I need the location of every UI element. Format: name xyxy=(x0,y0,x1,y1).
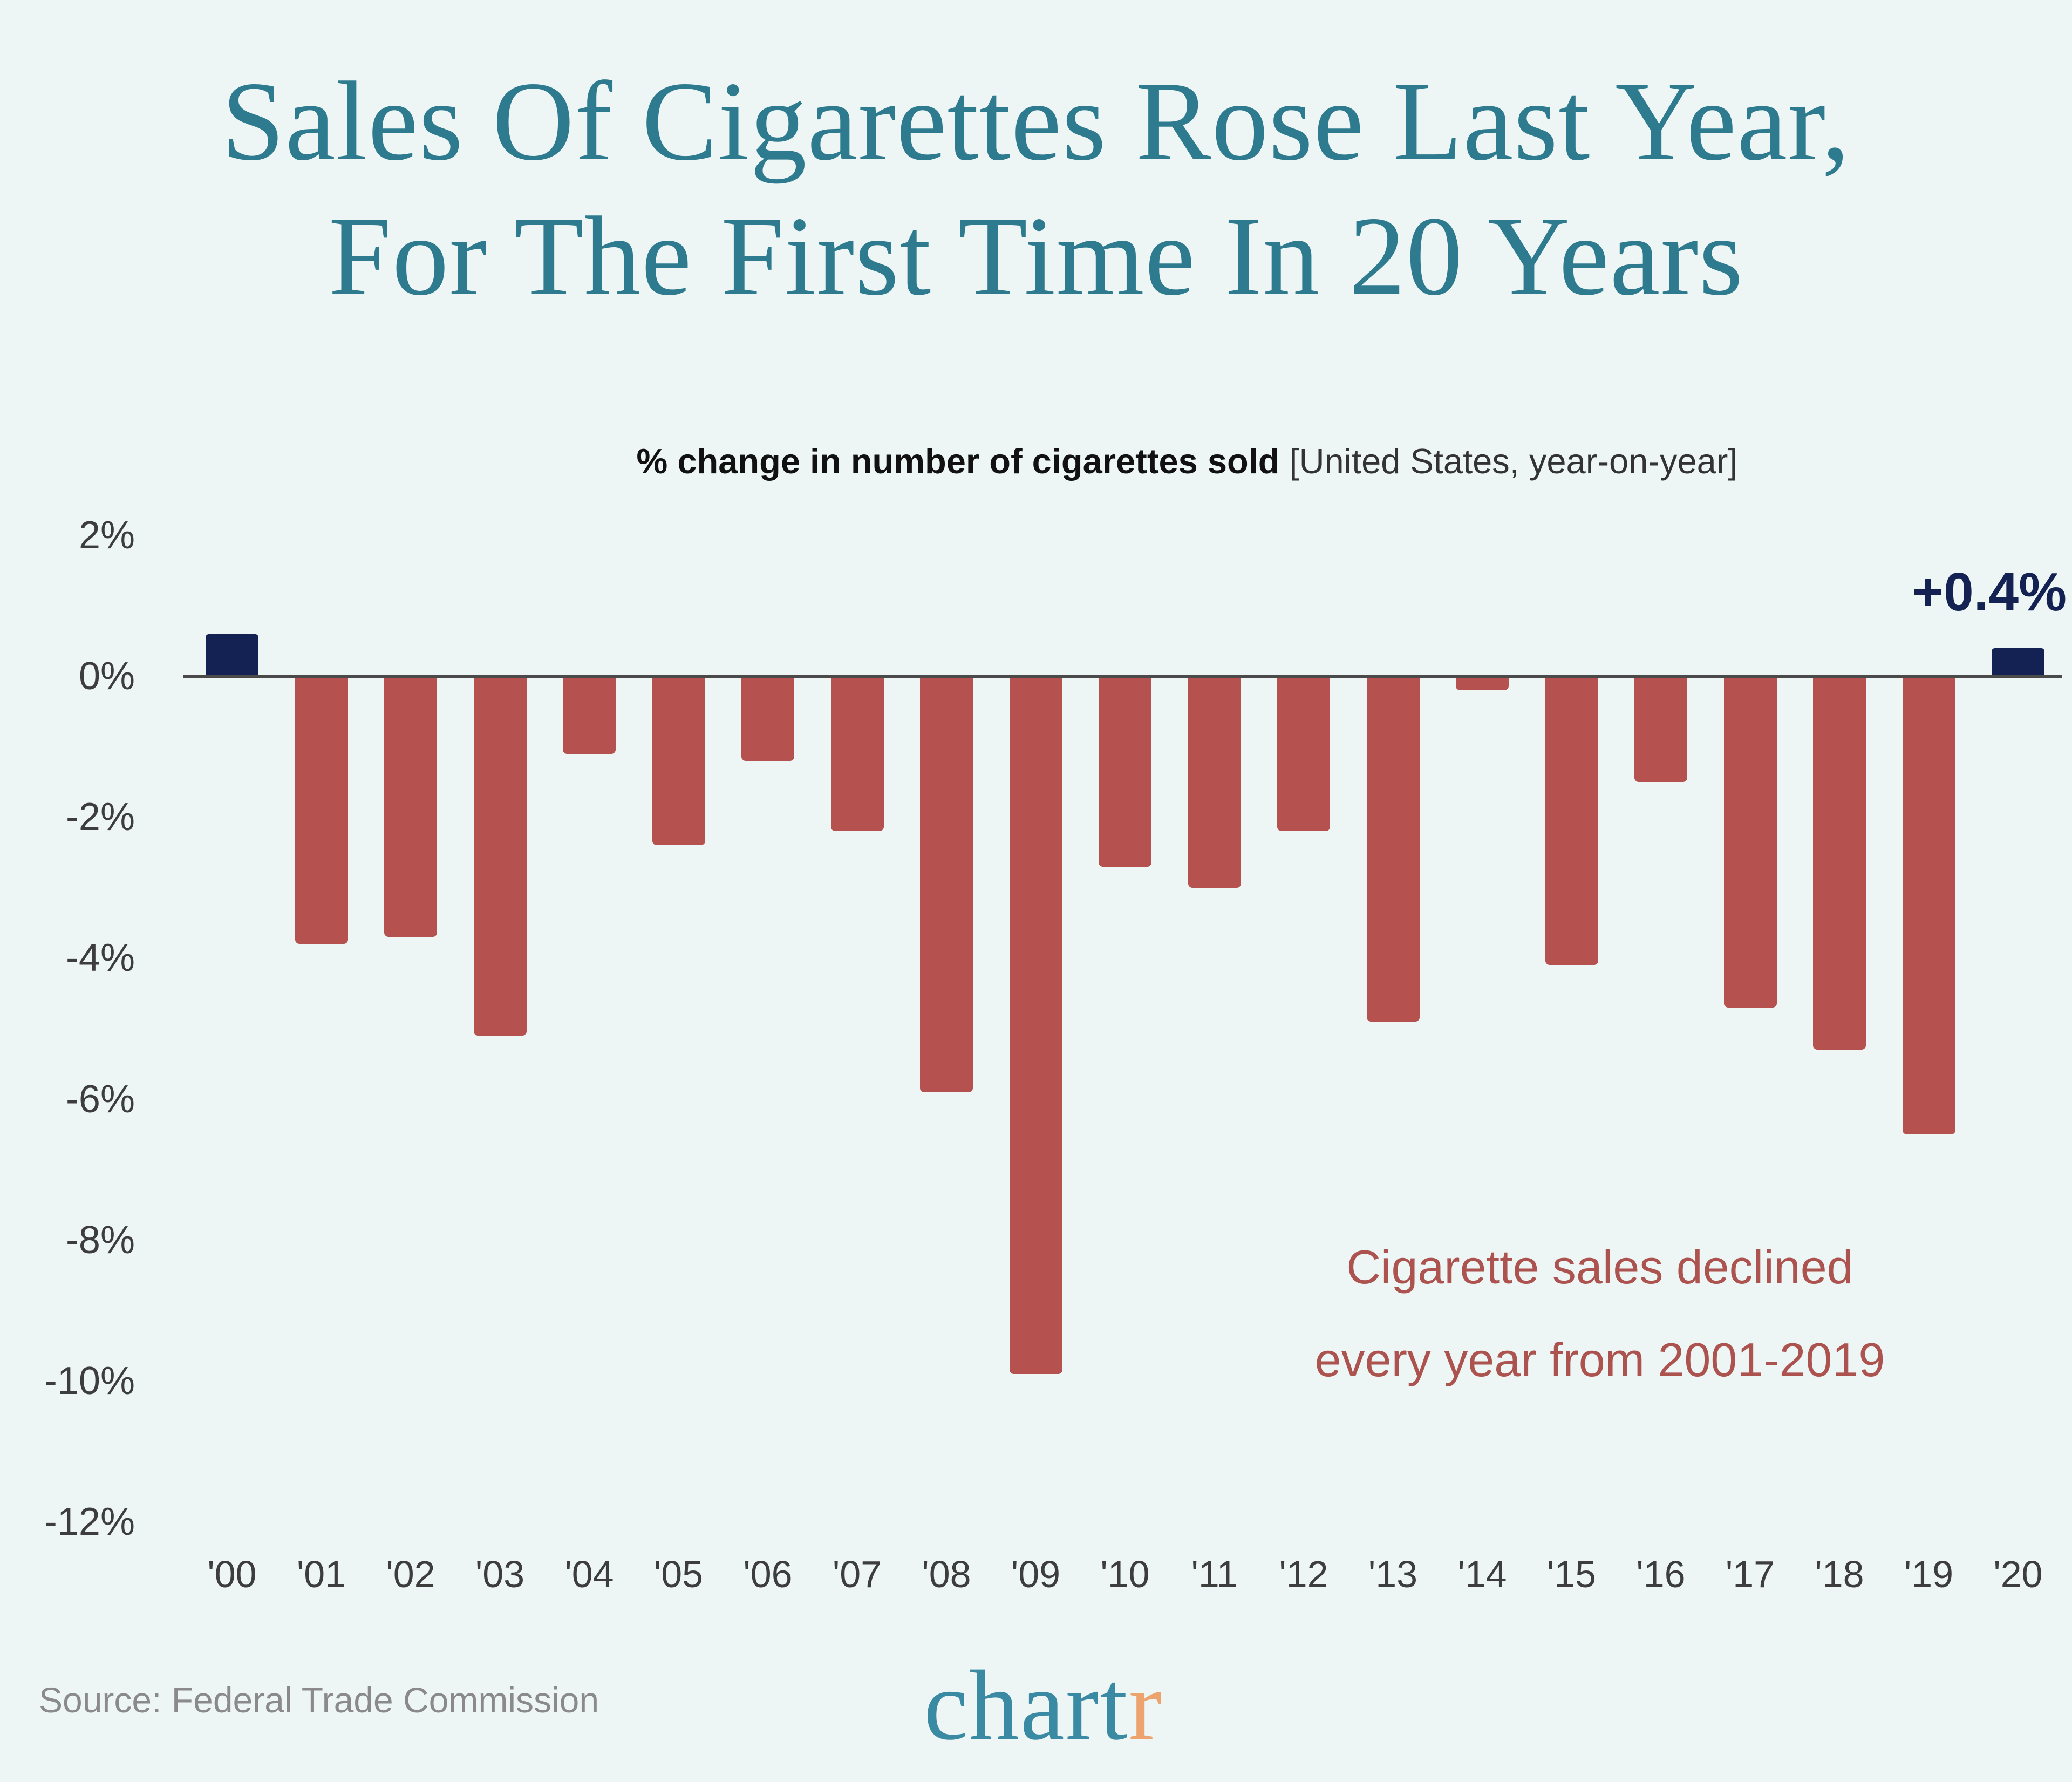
bar-13 xyxy=(1366,676,1420,1022)
bar-00 xyxy=(206,634,258,676)
bar-02 xyxy=(384,676,437,937)
y-tick-label: -2% xyxy=(65,795,135,839)
chart-subtitle: % change in number of cigarettes sold [U… xyxy=(302,436,2072,487)
y-tick-label: -12% xyxy=(44,1500,135,1544)
x-tick-label: '19 xyxy=(1904,1553,1954,1595)
bar-03 xyxy=(473,676,527,1036)
bar-16 xyxy=(1634,676,1687,782)
bar-14 xyxy=(1456,676,1509,691)
bar-09 xyxy=(1009,676,1062,1374)
headline-line-1: Sales Of Cigarettes Rose Last Year, xyxy=(221,59,1851,184)
bar-06 xyxy=(741,676,794,761)
x-tick-label: '02 xyxy=(386,1553,435,1595)
chart-annotation: Cigarette sales declined every year from… xyxy=(1315,1221,1885,1406)
bar-19 xyxy=(1902,676,1955,1134)
headline-line-2: For The First Time In 20 Years xyxy=(328,194,1744,319)
x-tick-label: '20 xyxy=(1993,1553,2043,1595)
chart-headline: Sales Of Cigarettes Rose Last Year, For … xyxy=(0,54,2072,324)
bar-17 xyxy=(1723,676,1777,1008)
bar-05 xyxy=(652,676,705,846)
x-tick-label: '13 xyxy=(1368,1553,1418,1595)
annotation-line-1: Cigarette sales declined xyxy=(1346,1240,1853,1294)
bar-07 xyxy=(830,676,884,832)
x-tick-label: '03 xyxy=(475,1553,525,1595)
x-tick-label: '00 xyxy=(207,1553,257,1595)
bar-15 xyxy=(1545,676,1598,965)
y-tick-label: -10% xyxy=(44,1359,135,1403)
subtitle-main: % change in number of cigarettes sold xyxy=(636,441,1280,481)
x-tick-label: '16 xyxy=(1636,1553,1686,1595)
bar-10 xyxy=(1099,676,1151,867)
last-bar-value-label: +0.4% xyxy=(1912,562,2067,622)
chartr-logo-accent: r xyxy=(1128,1650,1163,1761)
chartr-logo-main: chart xyxy=(924,1650,1129,1761)
x-tick-label: '06 xyxy=(743,1553,793,1595)
y-tick-label: -4% xyxy=(65,936,135,980)
y-tick-label: -8% xyxy=(65,1218,135,1262)
x-tick-label: '09 xyxy=(1011,1553,1061,1595)
chartr-logo: chartr xyxy=(924,1649,1163,1763)
x-tick-label: '10 xyxy=(1100,1553,1150,1595)
x-tick-label: '12 xyxy=(1279,1553,1328,1595)
bar-08 xyxy=(920,676,973,1092)
x-tick-label: '01 xyxy=(296,1553,346,1595)
bar-11 xyxy=(1188,676,1241,888)
annotation-line-2: every year from 2001-2019 xyxy=(1314,1333,1885,1386)
y-tick-label: 2% xyxy=(78,513,135,557)
x-tick-label: '15 xyxy=(1546,1553,1597,1595)
y-tick-label: -6% xyxy=(65,1077,135,1121)
x-tick-label: '14 xyxy=(1457,1553,1507,1595)
bar-18 xyxy=(1813,676,1866,1050)
subtitle-qualifier: [United States, year-on-year] xyxy=(1279,441,1738,481)
x-tick-label: '08 xyxy=(922,1553,971,1595)
x-tick-label: '07 xyxy=(832,1553,882,1595)
bar-20 xyxy=(1992,648,2044,676)
x-tick-label: '05 xyxy=(653,1553,704,1595)
source-credit: Source: Federal Trade Commission xyxy=(39,1680,599,1720)
x-tick-label: '18 xyxy=(1815,1553,1864,1595)
x-tick-label: '04 xyxy=(564,1553,614,1595)
bar-12 xyxy=(1277,676,1330,832)
y-tick-label: 0% xyxy=(78,655,135,698)
x-tick-label: '11 xyxy=(1191,1553,1238,1595)
x-tick-label: '17 xyxy=(1725,1553,1775,1595)
bar-01 xyxy=(295,676,348,944)
zero-axis-line xyxy=(183,675,2062,678)
bar-04 xyxy=(563,676,616,754)
